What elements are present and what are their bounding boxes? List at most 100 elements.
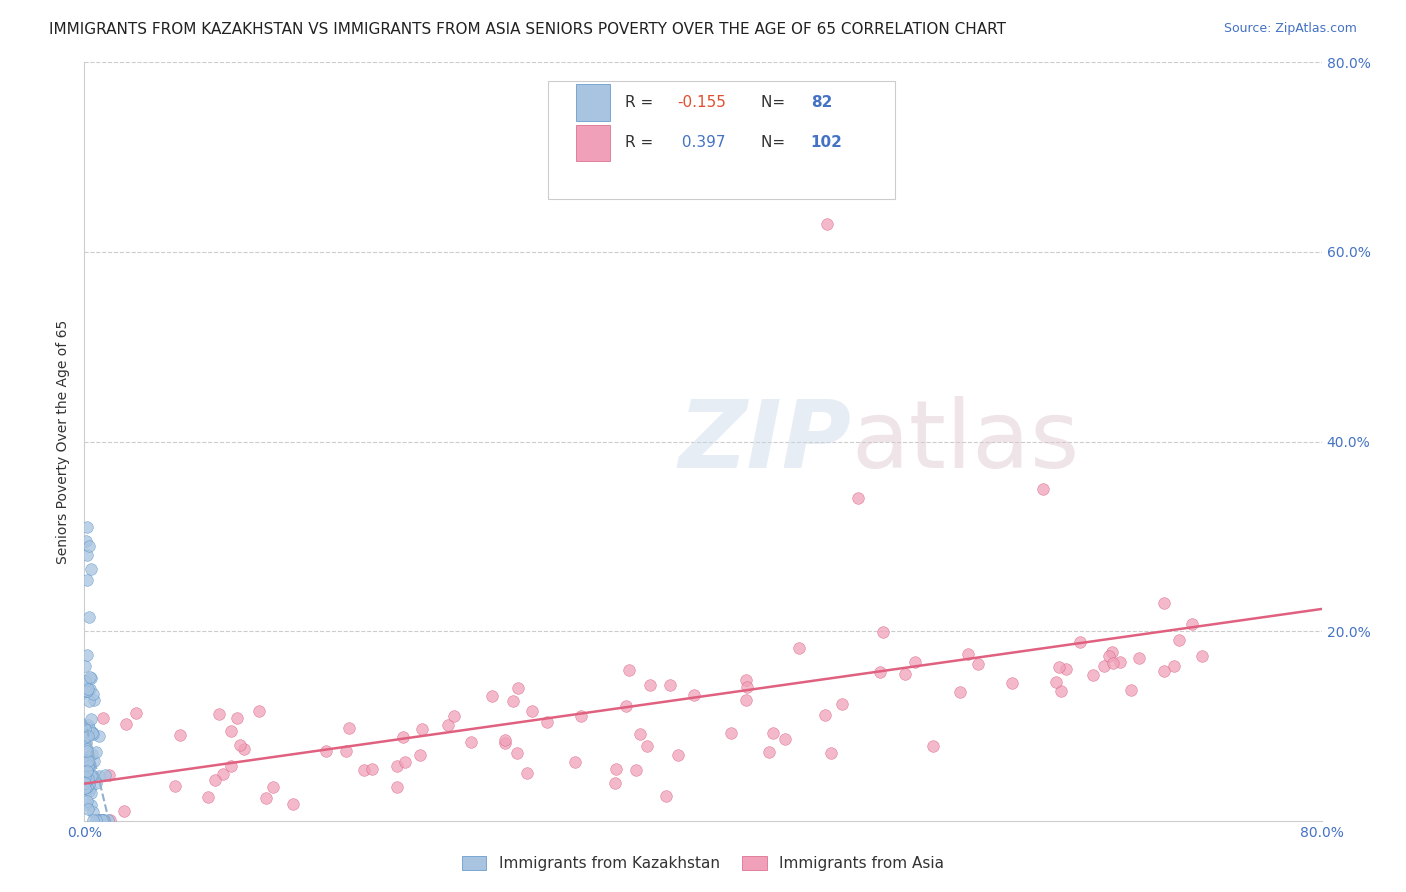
Point bbox=[762, 726, 785, 740]
Point bbox=[1153, 596, 1175, 610]
Point bbox=[84, 813, 107, 827]
Point bbox=[536, 715, 558, 730]
Point bbox=[605, 776, 627, 790]
Point bbox=[80, 798, 103, 813]
Point bbox=[197, 789, 219, 804]
Point bbox=[77, 749, 100, 764]
Text: -0.155: -0.155 bbox=[678, 95, 725, 110]
Point bbox=[169, 728, 191, 742]
Point bbox=[75, 684, 97, 698]
Point bbox=[79, 681, 101, 696]
Point bbox=[163, 780, 186, 794]
Point bbox=[956, 648, 979, 662]
Point bbox=[481, 690, 503, 704]
Point bbox=[93, 813, 115, 827]
Point bbox=[494, 736, 516, 750]
Text: atlas: atlas bbox=[852, 395, 1080, 488]
Point bbox=[758, 745, 780, 759]
Point bbox=[1109, 655, 1132, 669]
Point bbox=[75, 673, 97, 688]
Point bbox=[75, 659, 97, 673]
Point bbox=[212, 766, 235, 780]
Point bbox=[1119, 683, 1142, 698]
Point bbox=[1049, 684, 1071, 698]
Point bbox=[79, 781, 101, 796]
Point bbox=[76, 764, 98, 778]
Point bbox=[659, 678, 682, 692]
Point bbox=[408, 747, 430, 762]
Point bbox=[683, 689, 706, 703]
Point bbox=[75, 776, 97, 790]
Point bbox=[76, 780, 98, 794]
Point bbox=[76, 769, 98, 783]
Text: 0.397: 0.397 bbox=[678, 136, 725, 151]
Point bbox=[564, 755, 586, 769]
Point bbox=[75, 756, 97, 770]
Point bbox=[87, 813, 110, 827]
Point bbox=[77, 725, 100, 739]
Point bbox=[814, 708, 837, 723]
Point bbox=[76, 760, 98, 774]
Point bbox=[76, 548, 98, 563]
Point bbox=[75, 775, 97, 789]
Point bbox=[949, 684, 972, 698]
Point bbox=[98, 768, 121, 782]
Point bbox=[77, 784, 100, 798]
Point bbox=[115, 716, 138, 731]
Bar bbox=[575, 85, 610, 120]
Point bbox=[247, 704, 270, 718]
Point bbox=[77, 754, 100, 768]
Point bbox=[77, 778, 100, 792]
Point bbox=[77, 693, 100, 707]
Point bbox=[75, 683, 97, 698]
Point bbox=[75, 770, 97, 784]
Point bbox=[80, 671, 103, 685]
Point bbox=[82, 768, 104, 782]
Point bbox=[638, 678, 661, 692]
Point bbox=[75, 736, 97, 750]
Point bbox=[75, 781, 97, 796]
Point bbox=[97, 813, 120, 827]
Point bbox=[337, 721, 360, 735]
Point bbox=[80, 786, 103, 800]
Point bbox=[82, 805, 104, 819]
Point bbox=[77, 721, 100, 735]
Point bbox=[1128, 650, 1150, 665]
Point bbox=[820, 746, 842, 760]
Point bbox=[77, 756, 100, 770]
Point bbox=[91, 813, 114, 827]
Point bbox=[75, 722, 97, 736]
Point bbox=[1163, 659, 1185, 673]
Point bbox=[75, 772, 97, 787]
Point bbox=[1054, 661, 1077, 675]
Point bbox=[94, 768, 117, 782]
Point bbox=[76, 744, 98, 758]
Point bbox=[571, 708, 593, 723]
Point bbox=[361, 762, 384, 776]
Point bbox=[77, 725, 100, 739]
Point bbox=[76, 683, 98, 698]
Point bbox=[436, 717, 458, 731]
Bar bbox=[575, 125, 610, 161]
Point bbox=[735, 673, 758, 688]
Point bbox=[77, 539, 100, 553]
Point bbox=[616, 699, 638, 714]
Legend: Immigrants from Kazakhstan, Immigrants from Asia: Immigrants from Kazakhstan, Immigrants f… bbox=[456, 850, 950, 878]
Point bbox=[91, 711, 114, 725]
Point bbox=[605, 762, 627, 776]
Point bbox=[76, 573, 98, 587]
Point bbox=[353, 763, 375, 777]
Point bbox=[82, 725, 104, 739]
Point bbox=[84, 775, 107, 789]
Point bbox=[75, 772, 97, 787]
Point bbox=[75, 681, 97, 696]
Point bbox=[77, 761, 100, 775]
Point bbox=[904, 655, 927, 669]
Point bbox=[666, 747, 689, 762]
Point bbox=[506, 681, 529, 695]
Point bbox=[82, 813, 104, 827]
Point bbox=[219, 759, 242, 773]
Point bbox=[877, 178, 900, 193]
Point bbox=[89, 729, 111, 743]
Point bbox=[80, 726, 103, 740]
